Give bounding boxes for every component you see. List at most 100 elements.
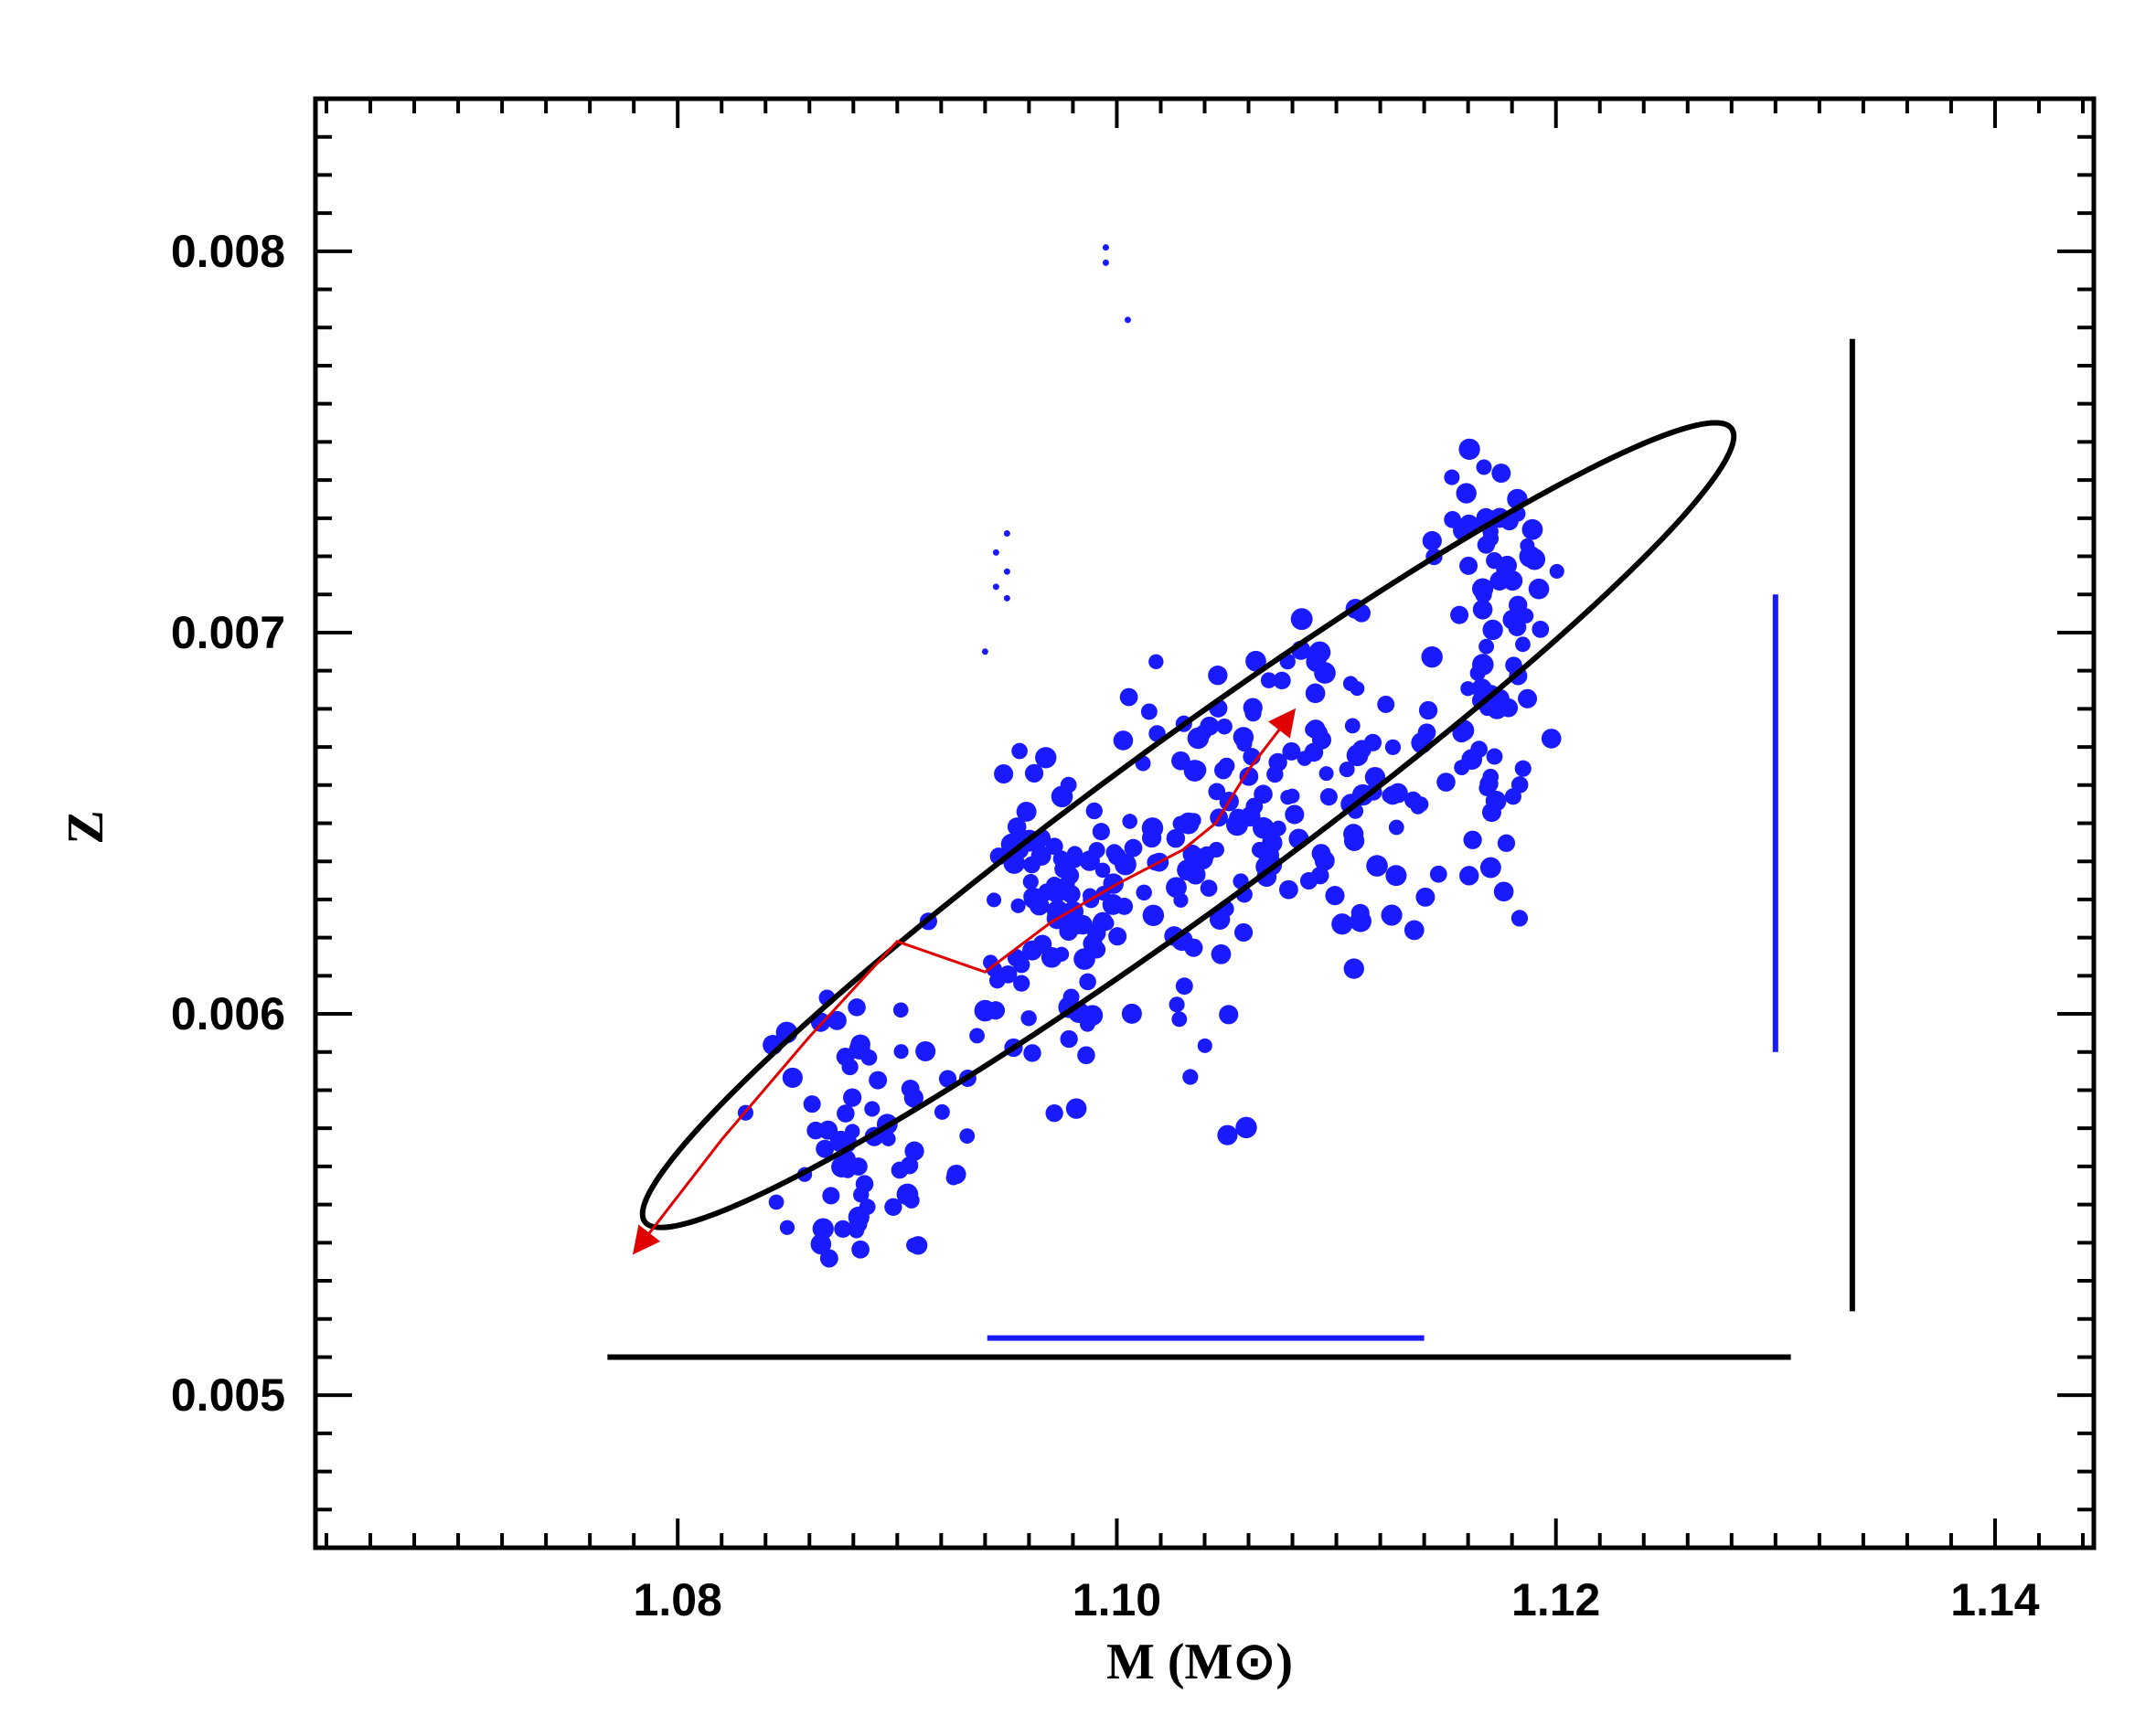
data-point (1532, 621, 1550, 638)
data-point (1113, 730, 1134, 751)
data-point (934, 1103, 950, 1120)
data-point (1479, 857, 1501, 879)
data-point (1418, 700, 1438, 720)
data-point (1245, 797, 1264, 815)
x-tick-label: 1.14 (1950, 1574, 2040, 1625)
data-point (818, 1120, 838, 1140)
data-point (1346, 744, 1369, 767)
data-point (1082, 1005, 1104, 1026)
data-point (1325, 886, 1345, 906)
data-point (1350, 910, 1372, 932)
data-point (1273, 671, 1291, 690)
data-point (1339, 762, 1355, 778)
data-point (1521, 518, 1543, 540)
data-point (1208, 666, 1228, 686)
data-point (1235, 1116, 1257, 1139)
data-point (845, 1124, 860, 1139)
data-point (1065, 921, 1081, 936)
data-point (1518, 608, 1534, 623)
data-point (1504, 788, 1521, 805)
data-point (1413, 796, 1429, 813)
data-point (1278, 879, 1298, 900)
data-point (1491, 463, 1511, 484)
data-point (1305, 745, 1321, 761)
data-point (1038, 883, 1056, 901)
data-point (1010, 898, 1026, 913)
data-point (1175, 977, 1193, 996)
data-point (1023, 888, 1041, 906)
data-point (1381, 904, 1403, 926)
data-point (1122, 814, 1137, 829)
data-point (1478, 638, 1495, 655)
data-point (1514, 760, 1532, 777)
data-point-small (1102, 259, 1109, 266)
data-point (1290, 608, 1313, 631)
data-point-small (981, 648, 988, 655)
data-point (779, 1220, 795, 1235)
data-point (1229, 808, 1248, 827)
data-point-small (1003, 594, 1010, 602)
data-point-small (1003, 568, 1010, 575)
data-point (1459, 866, 1479, 886)
data-point (1092, 823, 1110, 841)
data-point (1214, 761, 1233, 780)
plot-frame (313, 96, 2097, 1550)
data-point-small (992, 583, 999, 591)
data-point (1016, 801, 1037, 822)
data-point (1148, 654, 1164, 669)
data-point (1115, 853, 1137, 876)
x-axis-label: M (M⊙) (1106, 1634, 1293, 1690)
data-point (1282, 741, 1301, 761)
data-point (848, 998, 866, 1017)
data-point (1171, 1011, 1188, 1028)
data-point (837, 1104, 855, 1123)
data-point (839, 1163, 856, 1178)
data-point (1032, 934, 1052, 954)
data-point (1549, 563, 1564, 579)
evolution-track (632, 708, 1297, 1255)
data-point (1060, 1029, 1078, 1049)
plot-border (313, 96, 2097, 1550)
data-point (1496, 559, 1515, 580)
data-point (1262, 832, 1283, 854)
data-point (1141, 817, 1164, 839)
data-point (1197, 1038, 1212, 1053)
data-point (1013, 975, 1030, 992)
data-point (1200, 879, 1218, 897)
data-point (1020, 1010, 1037, 1027)
y-tick-label: 0.006 (171, 988, 285, 1039)
y-axis-label: Z (58, 810, 114, 844)
data-point (1444, 469, 1460, 485)
data-point (1343, 958, 1364, 979)
data-point (1136, 884, 1152, 901)
data-point (864, 1101, 881, 1117)
data-point (1459, 514, 1478, 534)
data-point (869, 1071, 888, 1090)
data-point (1342, 676, 1359, 692)
data-point (1366, 855, 1388, 877)
data-point (851, 1240, 870, 1259)
data-point (1311, 844, 1331, 863)
data-point (860, 1049, 878, 1066)
data-point (1245, 650, 1266, 672)
data-point (904, 1141, 924, 1161)
data-point (1463, 830, 1482, 849)
data-point (969, 1028, 985, 1044)
data-point (1482, 619, 1503, 641)
data-point (1121, 1003, 1142, 1024)
data-point (1404, 920, 1425, 941)
data-point (1177, 812, 1200, 835)
data-point (1119, 687, 1138, 707)
data-point (1065, 1098, 1087, 1119)
data-point (1308, 641, 1331, 664)
data-point (1422, 530, 1442, 551)
data-point (884, 1198, 902, 1216)
data-point (1343, 830, 1365, 851)
tick-labels: 1.08 1.10 1.12 1.14 0.005 0.006 0.007 0.008 (171, 226, 2040, 1625)
data-point (1115, 897, 1134, 915)
data-point (893, 1044, 909, 1060)
data-point (1187, 727, 1210, 750)
data-point (1415, 887, 1436, 907)
data-point (1515, 636, 1531, 653)
data-point (1344, 718, 1361, 734)
